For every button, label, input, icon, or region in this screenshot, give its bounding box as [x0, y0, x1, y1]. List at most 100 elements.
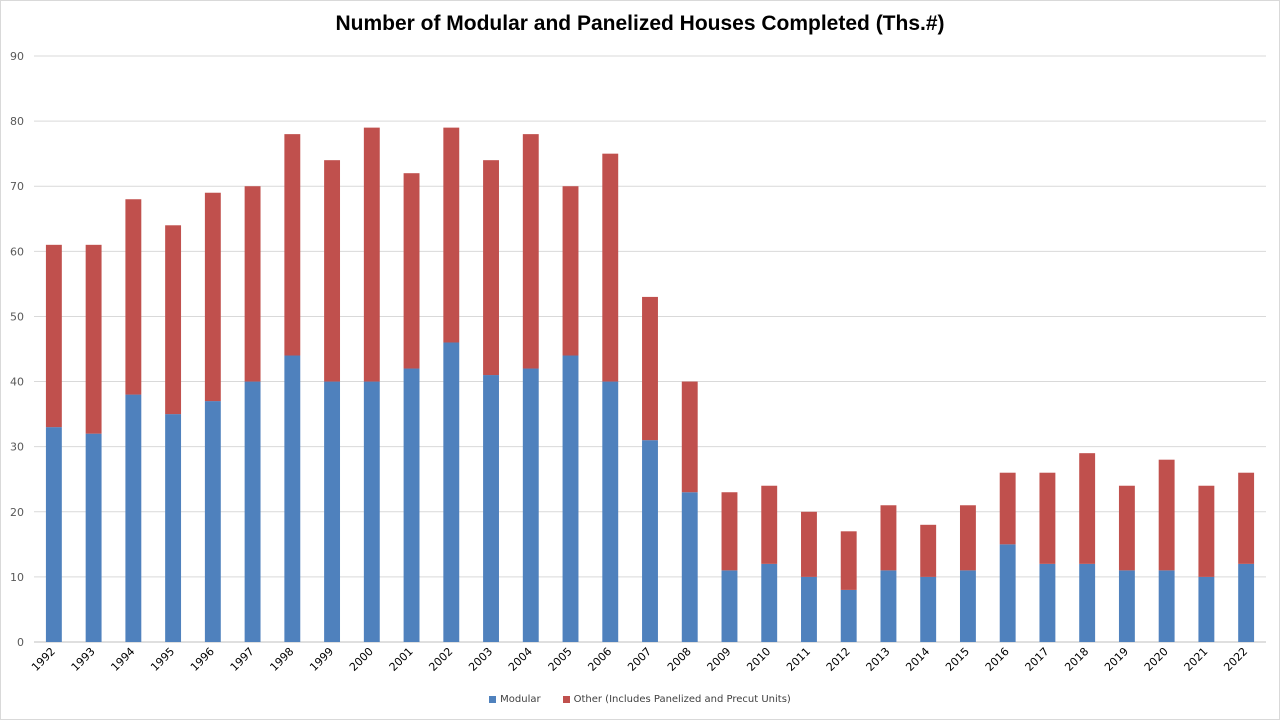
bar-other-2009	[721, 492, 738, 571]
x-tick-label: 2004	[506, 645, 535, 674]
x-tick-label: 2009	[705, 645, 734, 674]
x-tick-label: 1993	[69, 645, 98, 674]
bar-modular-1994	[125, 394, 142, 642]
x-tick-label: 2006	[585, 645, 614, 674]
bar-modular-2012	[840, 589, 857, 642]
bar-other-2005	[562, 186, 579, 356]
bar-modular-1995	[165, 414, 182, 642]
bar-other-2002	[443, 127, 460, 343]
bar-other-2000	[363, 127, 380, 382]
x-tick-label: 2019	[1102, 645, 1131, 674]
bar-modular-2008	[681, 492, 698, 642]
bar-modular-1999	[324, 381, 341, 642]
y-tick-label: 70	[10, 180, 24, 193]
legend-item-other: Other (Includes Panelized and Precut Uni…	[562, 694, 791, 705]
bar-other-2013	[880, 505, 897, 571]
x-axis: 1992 1993 1994 1995 1996 1997 1998 1999 2000 2001…	[29, 645, 1250, 674]
bar-other-2014	[920, 524, 937, 577]
x-tick-label: 2022	[1221, 645, 1250, 674]
bar-other-2015	[959, 505, 976, 571]
x-tick-label: 2001	[387, 645, 416, 674]
bar-modular-1996	[204, 401, 221, 642]
x-tick-label: 2021	[1182, 645, 1211, 674]
x-tick-label: 2008	[665, 645, 694, 674]
bar-other-1997	[244, 186, 261, 382]
bar-other-2006	[602, 153, 619, 382]
x-tick-label: 2018	[1062, 645, 1091, 674]
x-tick-label: 1998	[267, 645, 296, 674]
y-tick-label: 10	[10, 571, 24, 584]
x-tick-label: 2003	[466, 645, 495, 674]
legend-item-modular: Modular	[489, 694, 541, 705]
bar-other-2022	[1238, 472, 1255, 564]
bar-modular-2009	[721, 570, 738, 642]
y-tick-label: 20	[10, 506, 24, 519]
bar-other-2017	[1039, 472, 1056, 564]
y-tick-label: 30	[10, 441, 24, 454]
bar-modular-2002	[443, 342, 460, 642]
bar-other-2010	[761, 485, 778, 564]
bar-other-2020	[1158, 459, 1175, 571]
y-tick-label: 0	[17, 636, 24, 649]
bar-other-1993	[85, 244, 102, 434]
bar-modular-2007	[642, 440, 658, 642]
bar-other-2021	[1198, 485, 1215, 577]
bar-modular-2004	[522, 368, 539, 642]
bar-modular-2017	[1039, 563, 1056, 642]
x-tick-label: 2010	[744, 645, 773, 674]
bar-modular-2001	[403, 368, 420, 642]
bar-modular-2014	[920, 576, 937, 642]
bar-modular-2022	[1238, 563, 1255, 642]
legend-label-modular: Modular	[500, 694, 541, 705]
y-tick-label: 60	[10, 245, 24, 258]
x-tick-label: 2000	[347, 645, 376, 674]
bar-modular-2005	[562, 355, 579, 642]
legend-swatch-modular	[489, 696, 497, 703]
bar-modular-2020	[1158, 570, 1175, 642]
y-tick-label: 50	[10, 310, 24, 323]
bar-modular-1998	[284, 355, 301, 642]
legend: Modular Other (Includes Panelized and Pr…	[0, 694, 1280, 705]
bar-other-1996	[204, 192, 221, 402]
bar-other-2012	[840, 531, 857, 590]
x-tick-label: 2017	[1023, 645, 1052, 674]
bar-modular-2013	[880, 570, 897, 642]
bar-modular-2006	[602, 381, 619, 642]
x-tick-label: 1992	[29, 645, 58, 674]
chart-title: Number of Modular and Panelized Houses C…	[335, 12, 945, 35]
bar-modular-2016	[999, 544, 1016, 642]
bar-other-1998	[284, 134, 301, 356]
y-tick-label: 80	[10, 115, 24, 128]
bar-other-2004	[522, 134, 539, 369]
bar-modular-2021	[1198, 576, 1215, 642]
bar-modular-1993	[85, 433, 102, 642]
bar-other-2001	[403, 173, 420, 369]
bars	[45, 127, 1255, 642]
x-tick-label: 2015	[943, 645, 972, 674]
y-tick-label: 90	[10, 50, 24, 63]
bar-other-2011	[801, 511, 817, 577]
legend-swatch-other	[562, 696, 570, 703]
x-tick-label: 1996	[188, 645, 217, 674]
x-tick-label: 1994	[108, 645, 137, 674]
bar-other-2008	[681, 381, 698, 493]
x-tick-label: 1999	[307, 645, 336, 674]
bar-modular-2003	[483, 375, 499, 642]
bar-other-2003	[483, 160, 499, 376]
x-tick-label: 2012	[824, 645, 853, 674]
x-tick-label: 2002	[426, 645, 455, 674]
bar-other-1992	[45, 244, 62, 428]
x-tick-label: 2016	[983, 645, 1012, 674]
x-tick-label: 1995	[148, 645, 177, 674]
bar-other-2019	[1118, 485, 1135, 571]
bar-modular-2010	[761, 563, 778, 642]
bar-modular-1992	[45, 427, 62, 642]
x-tick-label: 2020	[1142, 645, 1171, 674]
bar-other-2007	[642, 296, 658, 441]
x-tick-label: 2005	[546, 645, 575, 674]
bar-other-1995	[165, 225, 182, 415]
x-tick-label: 2014	[903, 645, 932, 674]
bar-modular-2000	[363, 381, 380, 642]
bar-modular-2011	[801, 576, 817, 642]
